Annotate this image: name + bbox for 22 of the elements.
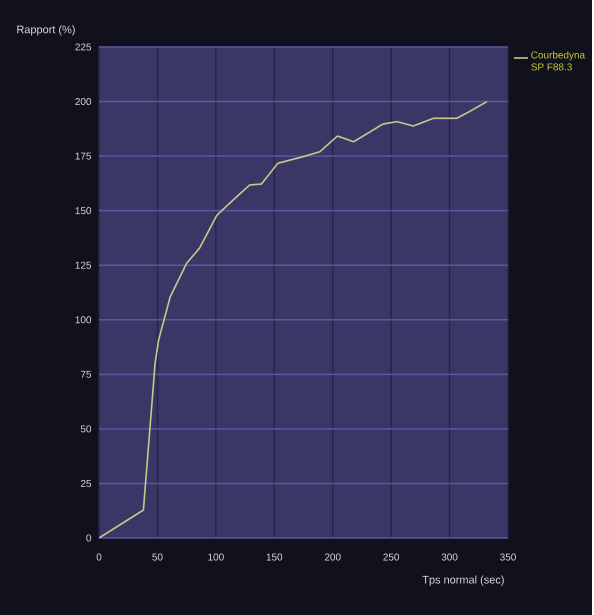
x-tick-label: 100 xyxy=(208,554,224,561)
y-tick-label: 125 xyxy=(76,262,92,269)
legend-label: Courbedyna SP F88.3 xyxy=(531,51,586,70)
y-tick-label: 25 xyxy=(81,480,92,487)
y-tick-label: 150 xyxy=(76,207,92,214)
x-tick-label: 350 xyxy=(500,554,516,561)
y-tick-label: 50 xyxy=(80,425,92,432)
y-tick-label: 175 xyxy=(76,152,92,160)
x-tick-label: 250 xyxy=(383,554,400,561)
y-axis-title: Rapport (%) xyxy=(17,25,75,36)
x-tick-label: 300 xyxy=(442,554,458,561)
y-tick-label: 100 xyxy=(76,316,92,324)
x-tick-label: 200 xyxy=(325,554,341,561)
y-tick-label: 200 xyxy=(75,98,92,106)
y-tick-label: 0 xyxy=(86,534,92,542)
x-tick-label: 150 xyxy=(266,554,282,561)
y-tick-label: 225 xyxy=(75,43,92,51)
line-series xyxy=(99,100,488,538)
x-tick-label: 0 xyxy=(96,554,102,561)
x-tick-label: 50 xyxy=(152,554,163,561)
y-tick-label: 75 xyxy=(81,370,92,378)
x-axis-title: Tps normal (sec) xyxy=(422,576,504,586)
